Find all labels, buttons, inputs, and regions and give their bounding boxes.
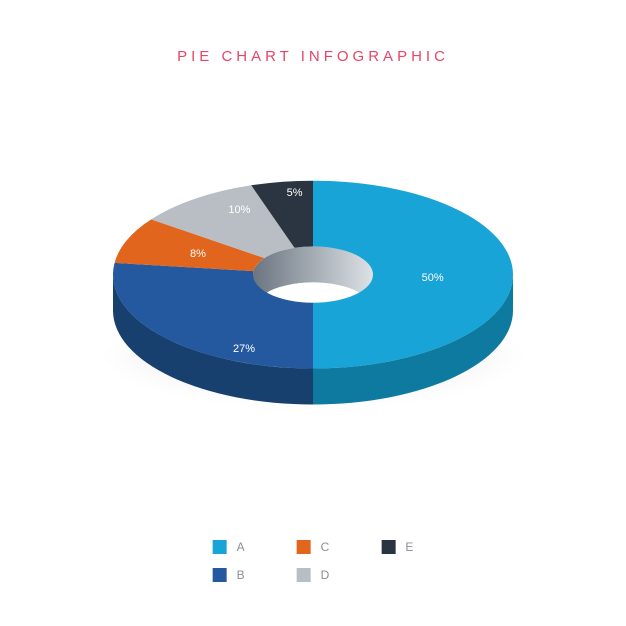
legend-label-B: B bbox=[237, 568, 245, 582]
legend-swatch-B bbox=[213, 568, 227, 582]
legend-swatch-E bbox=[381, 540, 395, 554]
pct-label-B: 27% bbox=[233, 343, 255, 355]
pct-label-C: 8% bbox=[190, 248, 206, 260]
legend-label-D: D bbox=[321, 568, 330, 582]
legend-label-A: A bbox=[237, 540, 245, 554]
legend-item-C: C bbox=[297, 540, 330, 554]
pct-label-A: 50% bbox=[422, 272, 444, 284]
pct-label-D: 10% bbox=[228, 204, 250, 216]
legend-item-E: E bbox=[381, 540, 413, 554]
legend-swatch-C bbox=[297, 540, 311, 554]
donut-chart: 50% 27% 8% 10% 5% bbox=[83, 125, 543, 465]
legend-item-A: A bbox=[213, 540, 245, 554]
legend-swatch-A bbox=[213, 540, 227, 554]
legend-swatch-D bbox=[297, 568, 311, 582]
donut-svg bbox=[83, 125, 543, 465]
legend-label-C: C bbox=[321, 540, 330, 554]
legend-label-E: E bbox=[405, 540, 413, 554]
legend-item-D: D bbox=[297, 568, 330, 582]
pct-label-E: 5% bbox=[287, 187, 303, 199]
legend-item-B: B bbox=[213, 568, 245, 582]
legend: A C E B D bbox=[213, 540, 414, 582]
chart-title: PIE CHART INFOGRAPHIC bbox=[0, 48, 626, 65]
